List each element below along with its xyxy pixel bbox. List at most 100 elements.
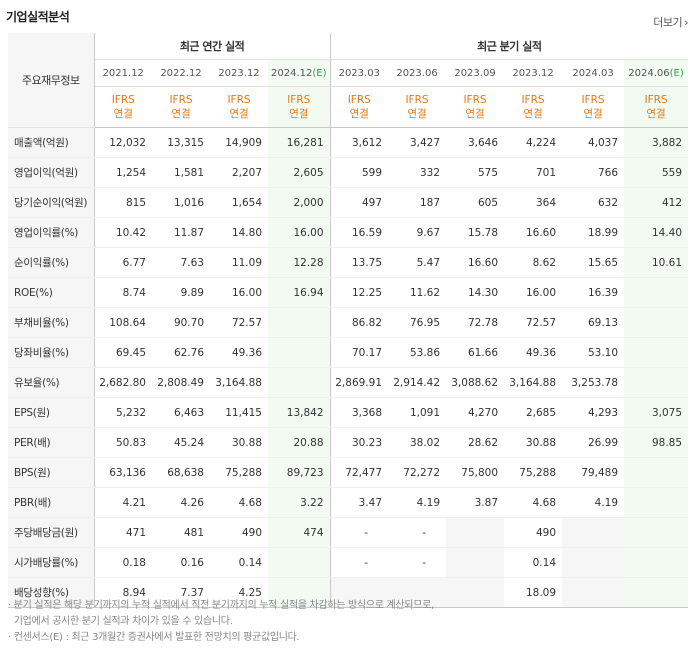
period-label: 2023.12 — [218, 67, 260, 79]
table-cell: 16.39 — [562, 277, 625, 308]
table-cell: 2,914.42 — [388, 367, 447, 398]
period-label: 2023.09 — [454, 67, 496, 79]
table-cell: 12.28 — [268, 247, 331, 278]
table-cell: 49.36 — [210, 337, 268, 368]
table-row: 매출액(억원) 12,032 13,315 14,909 16,281 3,612 3,42… — [8, 127, 689, 158]
table-row: PER(배) 50.83 45.24 30.88 20.88 30.23 38.02 28.6… — [8, 427, 689, 458]
footnote-line: · 분기 실적은 해당 분기까지의 누적 실적에서 직전 분기까지의 누적 실적… — [8, 600, 434, 611]
table-cell: 75,288 — [504, 457, 563, 488]
row-label: 배당성향(%) — [8, 577, 95, 608]
table-cell: 4.19 — [388, 487, 447, 518]
table-cell: 2,685 — [504, 397, 563, 428]
table-cell: 4,224 — [504, 127, 563, 158]
table-cell: 62.76 — [152, 337, 210, 368]
table-cell — [624, 577, 689, 608]
row-label: PER(배) — [8, 427, 95, 458]
group-quarter-header: 최근 분기 실적 — [330, 33, 689, 60]
table-cell — [624, 367, 689, 398]
table-cell: 1,016 — [152, 187, 210, 218]
table-cell: 187 — [388, 187, 447, 218]
table-cell: 18.99 — [562, 217, 625, 248]
more-link[interactable]: 더보기 › — [653, 14, 688, 30]
table-cell: 16.60 — [446, 247, 505, 278]
table-cell — [330, 577, 389, 608]
table-cell: 474 — [268, 517, 331, 548]
estimate-marker: (E) — [312, 67, 327, 79]
table-cell: 0.16 — [152, 547, 210, 578]
table-cell: 3.47 — [330, 487, 389, 518]
table-cell: 53.86 — [388, 337, 447, 368]
table-row: 영업이익(억원) 1,254 1,581 2,207 2,605 599 332 575 701… — [8, 157, 689, 188]
table-cell — [562, 517, 625, 548]
table-cell — [446, 517, 505, 548]
ifrs-label: IFRS — [521, 94, 545, 106]
table-cell: 11.62 — [388, 277, 447, 308]
table-cell: 6.77 — [94, 247, 152, 278]
table-cell: 20.88 — [268, 427, 331, 458]
table-cell: 86.82 — [330, 307, 389, 338]
table-cell: 412 — [624, 187, 689, 218]
table-cell: 6,463 — [152, 397, 210, 428]
table-cell: 471 — [94, 517, 152, 548]
table-cell: 332 — [388, 157, 447, 188]
consolidated-label: 연결 — [583, 108, 603, 120]
group-annual-header: 최근 연간 실적 — [94, 33, 331, 60]
table-cell: 815 — [94, 187, 152, 218]
table-cell: 599 — [330, 157, 389, 188]
ifrs-label: IFRS — [111, 94, 135, 106]
table-row: EPS(원) 5,232 6,463 11,415 13,842 3,368 1,091 4,… — [8, 397, 689, 428]
accounting-standard: IFRS 연결 — [330, 86, 389, 128]
row-label: 시가배당률(%) — [8, 547, 95, 578]
table-cell: 13,842 — [268, 397, 331, 428]
footnote-line: · 컨센서스(E) : 최근 3개월간 증권사에서 발표한 전망치의 평균값입니… — [8, 632, 300, 643]
table-cell: 14.80 — [210, 217, 268, 248]
accounting-standard: IFRS 연결 — [94, 86, 152, 128]
table-cell: 16.00 — [210, 277, 268, 308]
table-cell: 2,000 — [268, 187, 331, 218]
table-cell: 4.25 — [210, 577, 268, 608]
table-cell — [624, 307, 689, 338]
table-cell — [446, 547, 505, 578]
table-cell: 72.78 — [446, 307, 505, 338]
table-cell: 1,091 — [388, 397, 447, 428]
table-cell: 16.00 — [268, 217, 331, 248]
table-cell: 89,723 — [268, 457, 331, 488]
table-cell: 16.94 — [268, 277, 331, 308]
period-label: 2023.06 — [396, 67, 438, 79]
accounting-standard: IFRS 연결 — [562, 86, 625, 128]
accounting-standard: IFRS 연결 — [388, 86, 447, 128]
table-cell: 4,293 — [562, 397, 625, 428]
consolidated-label: 연결 — [646, 108, 666, 120]
row-label: 매출액(억원) — [8, 127, 95, 158]
table-cell: 497 — [330, 187, 389, 218]
table-cell: 3,882 — [624, 127, 689, 158]
table-cell: 14.40 — [624, 217, 689, 248]
table-cell: - — [330, 547, 389, 578]
table-cell: 75,800 — [446, 457, 505, 488]
table-cell: 8.74 — [94, 277, 152, 308]
table-cell: 3,164.88 — [210, 367, 268, 398]
table-cell: 68,638 — [152, 457, 210, 488]
consolidated-label: 연결 — [113, 108, 133, 120]
ifrs-label: IFRS — [227, 94, 251, 106]
table-cell: 5.47 — [388, 247, 447, 278]
table-cell: 3.87 — [446, 487, 505, 518]
table-cell: 76.95 — [388, 307, 447, 338]
table-row: 주당배당금(원) 471 481 490 474- -490 — [8, 517, 689, 548]
table-cell: 72,477 — [330, 457, 389, 488]
table-cell: 12.25 — [330, 277, 389, 308]
accounting-standard: IFRS 연결 — [504, 86, 563, 128]
table-cell: 8.62 — [504, 247, 563, 278]
table-cell: - — [388, 547, 447, 578]
table-cell: 49.36 — [504, 337, 563, 368]
period-header: 2024.03 — [562, 59, 625, 87]
table-cell: 13,315 — [152, 127, 210, 158]
table-cell: 605 — [446, 187, 505, 218]
table-row: 순이익률(%) 6.77 7.63 11.09 12.28 13.75 5.47 16.60 8… — [8, 247, 689, 278]
row-label: 순이익률(%) — [8, 247, 95, 278]
table-cell: 3,164.88 — [504, 367, 563, 398]
period-header: 2024.12(E) — [268, 59, 331, 87]
table-cell: 28.62 — [446, 427, 505, 458]
table-cell: 11.09 — [210, 247, 268, 278]
row-label: 주당배당금(원) — [8, 517, 95, 548]
